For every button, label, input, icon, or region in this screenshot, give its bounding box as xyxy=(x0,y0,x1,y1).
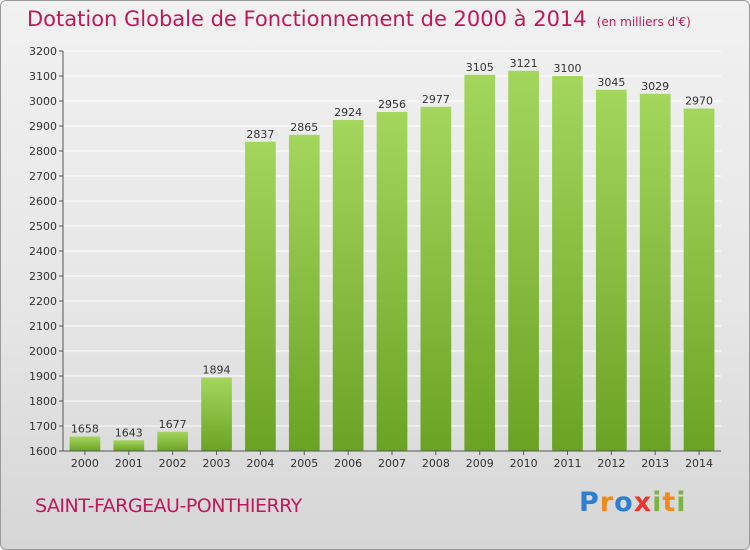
bar-2002 xyxy=(157,431,189,451)
data-label: 2970 xyxy=(685,95,713,108)
y-tick-label: 3200 xyxy=(29,45,57,58)
y-tick-label: 2500 xyxy=(29,220,57,233)
y-tick-label: 1800 xyxy=(29,395,57,408)
x-tick-label: 2006 xyxy=(334,457,362,470)
data-label: 2956 xyxy=(378,98,406,111)
x-tick-label: 2008 xyxy=(422,457,450,470)
data-label: 2865 xyxy=(290,121,318,134)
y-tick-label: 2600 xyxy=(29,195,57,208)
bar-2005 xyxy=(288,134,320,451)
data-label: 3029 xyxy=(641,80,669,93)
x-tick-label: 2011 xyxy=(553,457,581,470)
x-tick-label: 2010 xyxy=(510,457,538,470)
x-tick-label: 2013 xyxy=(641,457,669,470)
logo-letter: x xyxy=(633,487,653,518)
y-tick-label: 3100 xyxy=(29,70,57,83)
x-tick-label: 2000 xyxy=(71,457,99,470)
logo-letter: r xyxy=(599,487,615,518)
city-name: SAINT-FARGEAU-PONTHIERRY xyxy=(35,495,302,517)
data-label: 3045 xyxy=(597,76,625,89)
x-tick-label: 2005 xyxy=(290,457,318,470)
bar-2009 xyxy=(464,74,496,451)
y-axis-ticks: 1600 1700 1800 1900 2000 2100 2200 2300 2400 2500… xyxy=(29,45,64,458)
logo-letter: i xyxy=(676,487,687,518)
bar-2014 xyxy=(683,108,715,451)
data-label: 2977 xyxy=(422,93,450,106)
x-tick-label: 2014 xyxy=(685,457,713,470)
data-label: 3105 xyxy=(466,61,494,74)
proxiti-logo[interactable]: Proxiti xyxy=(579,487,687,518)
bar-2004 xyxy=(245,141,276,451)
data-label: 1677 xyxy=(159,418,187,431)
x-tick-label: 2007 xyxy=(378,457,406,470)
bar-2001 xyxy=(113,440,145,451)
bars xyxy=(69,70,715,451)
bar-2007 xyxy=(376,112,408,451)
data-label: 2924 xyxy=(334,106,362,119)
y-tick-label: 1900 xyxy=(29,370,57,383)
x-tick-label: 2002 xyxy=(159,457,187,470)
y-tick-label: 1600 xyxy=(29,445,57,458)
y-tick-label: 1700 xyxy=(29,420,57,433)
bar-2010 xyxy=(508,70,539,451)
y-tick-label: 2100 xyxy=(29,320,57,333)
y-tick-label: 3000 xyxy=(29,95,57,108)
bar-2013 xyxy=(639,93,671,451)
data-label: 3100 xyxy=(553,62,581,75)
y-tick-label: 2800 xyxy=(29,145,57,158)
x-tick-label: 2012 xyxy=(597,457,625,470)
data-label: 3121 xyxy=(510,57,538,70)
bar-2000 xyxy=(69,436,101,451)
y-tick-label: 2200 xyxy=(29,295,57,308)
data-label: 1658 xyxy=(71,423,99,436)
title-text: Dotation Globale de Fonctionnement de 20… xyxy=(27,7,587,31)
y-tick-label: 2700 xyxy=(29,170,57,183)
y-tick-label: 2000 xyxy=(29,345,57,358)
bar-2008 xyxy=(420,106,452,451)
x-tick-label: 2009 xyxy=(466,457,494,470)
logo-letter: o xyxy=(614,487,634,518)
data-labels: 1658 1643 1677 1894 2837 2865 2924 2956 2977 3105… xyxy=(71,57,713,440)
x-tick-label: 2004 xyxy=(246,457,274,470)
y-tick-label: 2300 xyxy=(29,270,57,283)
bar-2003 xyxy=(201,377,232,451)
bar-2012 xyxy=(595,89,627,451)
unit-subtitle: (en milliers d'€) xyxy=(596,15,691,29)
logo-letter: t xyxy=(662,487,677,518)
x-tick-label: 2001 xyxy=(115,457,143,470)
x-axis-ticks: 2000 2001 2002 2003 2004 2005 2006 2007 2008 2009… xyxy=(63,450,721,470)
bar-2011 xyxy=(552,76,583,451)
logo-letter: P xyxy=(579,487,600,518)
y-tick-label: 2400 xyxy=(29,245,57,258)
chart-title: Dotation Globale de Fonctionnement de 20… xyxy=(27,7,691,31)
logo-letter: i xyxy=(652,487,663,518)
data-label: 1643 xyxy=(115,426,143,439)
bar-2006 xyxy=(332,120,364,451)
y-tick-label: 2900 xyxy=(29,120,57,133)
data-label: 2837 xyxy=(246,128,274,141)
x-tick-label: 2003 xyxy=(203,457,231,470)
data-label: 1894 xyxy=(203,364,231,377)
